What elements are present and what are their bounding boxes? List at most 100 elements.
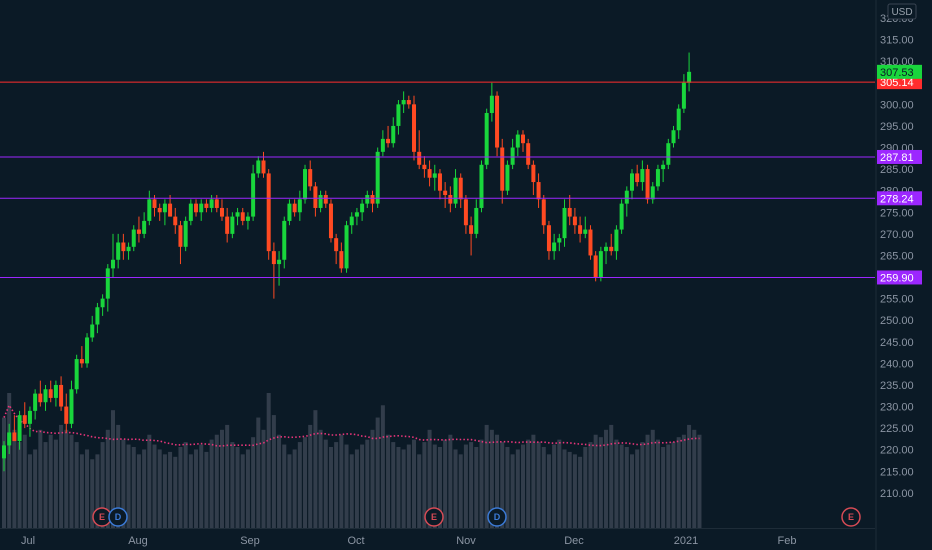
volume-bar	[251, 437, 256, 528]
y-tick-label: 245.00	[880, 337, 914, 349]
candle	[323, 190, 328, 208]
candle	[287, 199, 292, 226]
candle-body	[687, 71, 692, 83]
x-axis[interactable]: Jul Aug Sep Oct Nov Dec 2021 Feb	[21, 535, 797, 547]
candle	[661, 160, 666, 183]
volume-bar	[536, 442, 541, 528]
volume-bar	[230, 442, 235, 528]
volume-bar	[624, 447, 629, 528]
volume-bar	[240, 454, 245, 528]
candle-body	[142, 220, 147, 234]
candle-body	[650, 186, 655, 200]
candle-body	[136, 229, 141, 234]
candle-body	[188, 203, 193, 221]
candle	[650, 182, 655, 204]
candle	[277, 251, 282, 286]
volume-bar	[277, 434, 282, 528]
candle-body	[370, 195, 375, 204]
candle-body	[157, 207, 162, 213]
candle-body	[173, 216, 178, 226]
candle-body	[661, 164, 666, 170]
level-price-badge-text: 287.81	[880, 152, 914, 164]
candle-body	[681, 82, 686, 109]
candle	[157, 203, 162, 221]
candle-body	[183, 220, 188, 247]
volume-bar	[38, 429, 43, 528]
candle-body	[282, 220, 287, 260]
volume-bar	[531, 434, 536, 528]
candle	[412, 95, 417, 161]
volume-bar	[303, 437, 308, 528]
volume-bar	[640, 442, 645, 528]
volume-bar	[583, 447, 588, 528]
level-price-badge-text: 259.90	[880, 272, 914, 284]
y-tick-label: 240.00	[880, 358, 914, 370]
candle-body	[458, 177, 463, 200]
volume-bar	[43, 442, 48, 528]
y-tick-label: 235.00	[880, 380, 914, 392]
level-price-badge: 287.81	[877, 149, 922, 164]
earnings-marker[interactable]: E	[841, 507, 861, 527]
candle	[619, 199, 624, 234]
x-tick-label: Nov	[456, 535, 476, 547]
candle	[645, 164, 650, 204]
volume-bar	[645, 434, 650, 528]
volume-bar	[614, 439, 619, 528]
volume-bar	[74, 442, 79, 528]
candle	[59, 376, 64, 411]
candle-body	[412, 104, 417, 152]
horizontal-levels[interactable]	[0, 81, 875, 278]
candle	[230, 212, 235, 239]
volume-bar	[443, 439, 448, 528]
volume-bar	[687, 424, 692, 528]
volume-bar	[225, 424, 230, 528]
volume-bar	[510, 454, 515, 528]
candle-body	[354, 212, 359, 217]
candle-body	[609, 246, 614, 252]
candle-body	[546, 225, 551, 252]
candle	[245, 212, 250, 230]
candle	[121, 233, 126, 260]
dividend-marker[interactable]: D	[487, 507, 507, 527]
candle	[110, 233, 115, 278]
candle-body	[406, 100, 411, 105]
candle	[131, 225, 136, 252]
candle-body	[209, 199, 214, 208]
x-tick-label: Feb	[778, 535, 797, 547]
candle	[74, 354, 79, 394]
candle-body	[152, 199, 157, 208]
candle	[297, 190, 302, 221]
candle	[199, 199, 204, 221]
candle	[183, 216, 188, 252]
candle-body	[624, 190, 629, 204]
currency-label[interactable]: USD	[887, 3, 917, 20]
candle	[318, 190, 323, 213]
volume-bar	[48, 434, 53, 528]
y-tick-label: 295.00	[880, 121, 914, 133]
candle	[640, 160, 645, 191]
dividend-marker[interactable]: D	[108, 507, 128, 527]
candle-body	[2, 445, 6, 459]
candle-body	[230, 216, 235, 234]
volume-bar	[95, 454, 100, 528]
volume-bar	[100, 442, 105, 528]
volume-bar	[593, 434, 598, 528]
volume-bar	[85, 449, 90, 528]
candle	[609, 233, 614, 256]
volume-bar	[479, 439, 484, 528]
candle	[604, 242, 609, 265]
candle	[469, 216, 474, 256]
candle	[162, 199, 167, 226]
candle	[432, 164, 437, 191]
candle	[598, 246, 603, 282]
volume-bar	[157, 449, 162, 528]
candle	[43, 384, 48, 411]
y-tick-label: 265.00	[880, 250, 914, 262]
volume-bar	[235, 447, 240, 528]
candle	[147, 190, 152, 226]
y-tick-label: 255.00	[880, 294, 914, 306]
candle-body	[583, 229, 588, 234]
earnings-marker[interactable]: E	[424, 507, 444, 527]
